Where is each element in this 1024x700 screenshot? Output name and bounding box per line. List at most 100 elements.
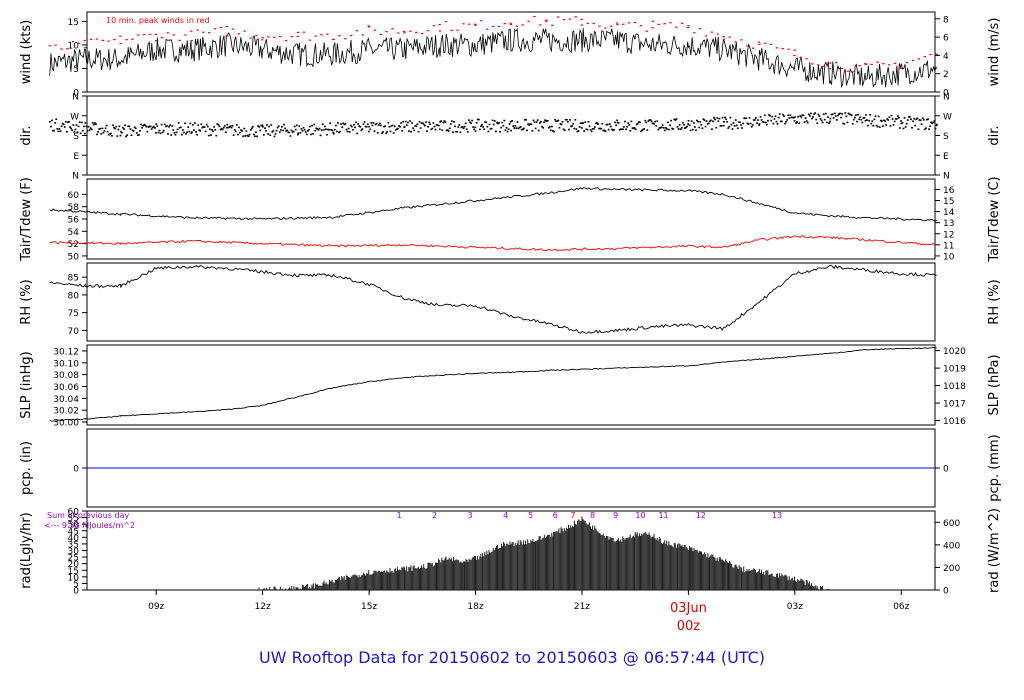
dir-point — [646, 129, 649, 131]
dir-point — [909, 116, 911, 118]
ytick-label-left-rad: 20 — [68, 560, 80, 570]
rad-hour-label: 11 — [658, 511, 668, 520]
panel-frame-rh — [86, 262, 936, 342]
dir-point — [403, 125, 406, 128]
dir-point — [571, 125, 574, 127]
dir-point — [125, 135, 128, 138]
dir-point — [804, 117, 807, 119]
dir-point — [278, 131, 281, 133]
ytick-label-right-wind: 2 — [943, 70, 949, 80]
dir-point — [367, 130, 370, 133]
dir-point — [210, 134, 212, 136]
dir-point — [931, 122, 934, 125]
ylabel-right-temp: Tair/Tdew (C) — [987, 176, 1002, 262]
dir-point — [208, 128, 211, 131]
dir-point — [598, 127, 600, 130]
dir-point — [544, 119, 547, 121]
ytick-label-left-rad: 5 — [73, 580, 79, 590]
dir-point — [155, 132, 157, 134]
ytick-label-left-slp: 30.00 — [53, 419, 79, 429]
dir-point — [585, 128, 588, 131]
rad-hour-label: 3 — [468, 511, 473, 520]
xtick-label: 06z — [893, 602, 909, 612]
rad-hour-label: 10 — [635, 511, 645, 520]
dir-point — [750, 125, 753, 128]
dir-point — [322, 129, 325, 131]
ytick-label-right-wind: 4 — [943, 52, 949, 62]
dir-point — [534, 127, 537, 130]
dir-point — [433, 125, 436, 128]
ytick-label-left-rh: 85 — [68, 274, 79, 284]
dir-point — [348, 131, 351, 133]
dir-point — [238, 126, 240, 129]
dir-point — [549, 129, 552, 132]
dir-point — [75, 124, 78, 126]
dir-point — [372, 122, 375, 124]
dir-point — [350, 125, 353, 128]
rad-hour-label: 6 — [553, 511, 558, 520]
dir-point — [616, 119, 619, 122]
dir-point — [246, 134, 249, 137]
dir-point — [790, 116, 793, 119]
panel-frame-temp — [86, 178, 936, 260]
dir-point — [221, 128, 224, 131]
dir-point — [435, 124, 438, 126]
ytick-label-left-wind: 5 — [73, 65, 79, 75]
dir-point — [595, 122, 597, 125]
dir-point — [438, 128, 441, 131]
dir-point — [128, 125, 131, 128]
dir-point — [917, 128, 920, 131]
dir-point — [316, 128, 319, 130]
dir-point — [924, 127, 927, 130]
dir-point — [746, 122, 749, 125]
dir-point — [84, 132, 86, 135]
ylabel-left-wind: wind (kts) — [19, 20, 34, 84]
rad-note-line1: Sum of previous day — [47, 511, 129, 520]
dir-point — [53, 129, 56, 132]
dir-point — [387, 121, 390, 124]
dir-point — [745, 117, 748, 119]
dir-point — [501, 121, 504, 124]
ytick-label-right-pcp: 0 — [943, 465, 949, 475]
dir-point — [294, 128, 297, 131]
dir-point — [314, 129, 317, 132]
dir-point — [788, 117, 791, 119]
dir-point — [631, 127, 634, 129]
dir-point — [306, 130, 309, 132]
dir-point — [537, 129, 540, 132]
rad-hour-label: 1 — [397, 511, 402, 520]
dir-point — [888, 116, 891, 119]
dir-point — [540, 120, 542, 123]
dir-point — [755, 117, 757, 119]
dir-point — [716, 117, 719, 119]
dir-point — [290, 129, 293, 132]
dir-point — [891, 118, 894, 120]
dir-point — [509, 120, 512, 123]
dir-point — [285, 130, 288, 132]
dir-point — [119, 134, 122, 137]
ytick-label-right-slp: 1020 — [943, 347, 966, 357]
dir-point — [541, 125, 543, 128]
dir-point — [880, 120, 883, 122]
dir-point — [822, 113, 825, 116]
ytick-label-left-dir: S — [73, 132, 79, 142]
dir-point — [145, 125, 148, 128]
dir-point — [335, 130, 338, 133]
dir-point — [63, 126, 66, 128]
dir-point — [312, 133, 315, 135]
ytick-label-right-slp: 1019 — [943, 365, 966, 375]
dir-point — [291, 131, 294, 133]
dir-point — [855, 114, 857, 116]
dir-point — [874, 115, 877, 117]
dir-point — [98, 128, 101, 130]
dir-point — [158, 129, 161, 132]
dir-point — [416, 123, 419, 125]
dir-point — [397, 127, 399, 130]
dir-point — [862, 117, 865, 119]
dir-point — [226, 123, 229, 126]
dir-point — [732, 122, 735, 124]
dir-point — [786, 119, 789, 121]
dir-point — [645, 121, 648, 124]
dir-point — [381, 132, 383, 135]
dir-point — [851, 123, 854, 125]
